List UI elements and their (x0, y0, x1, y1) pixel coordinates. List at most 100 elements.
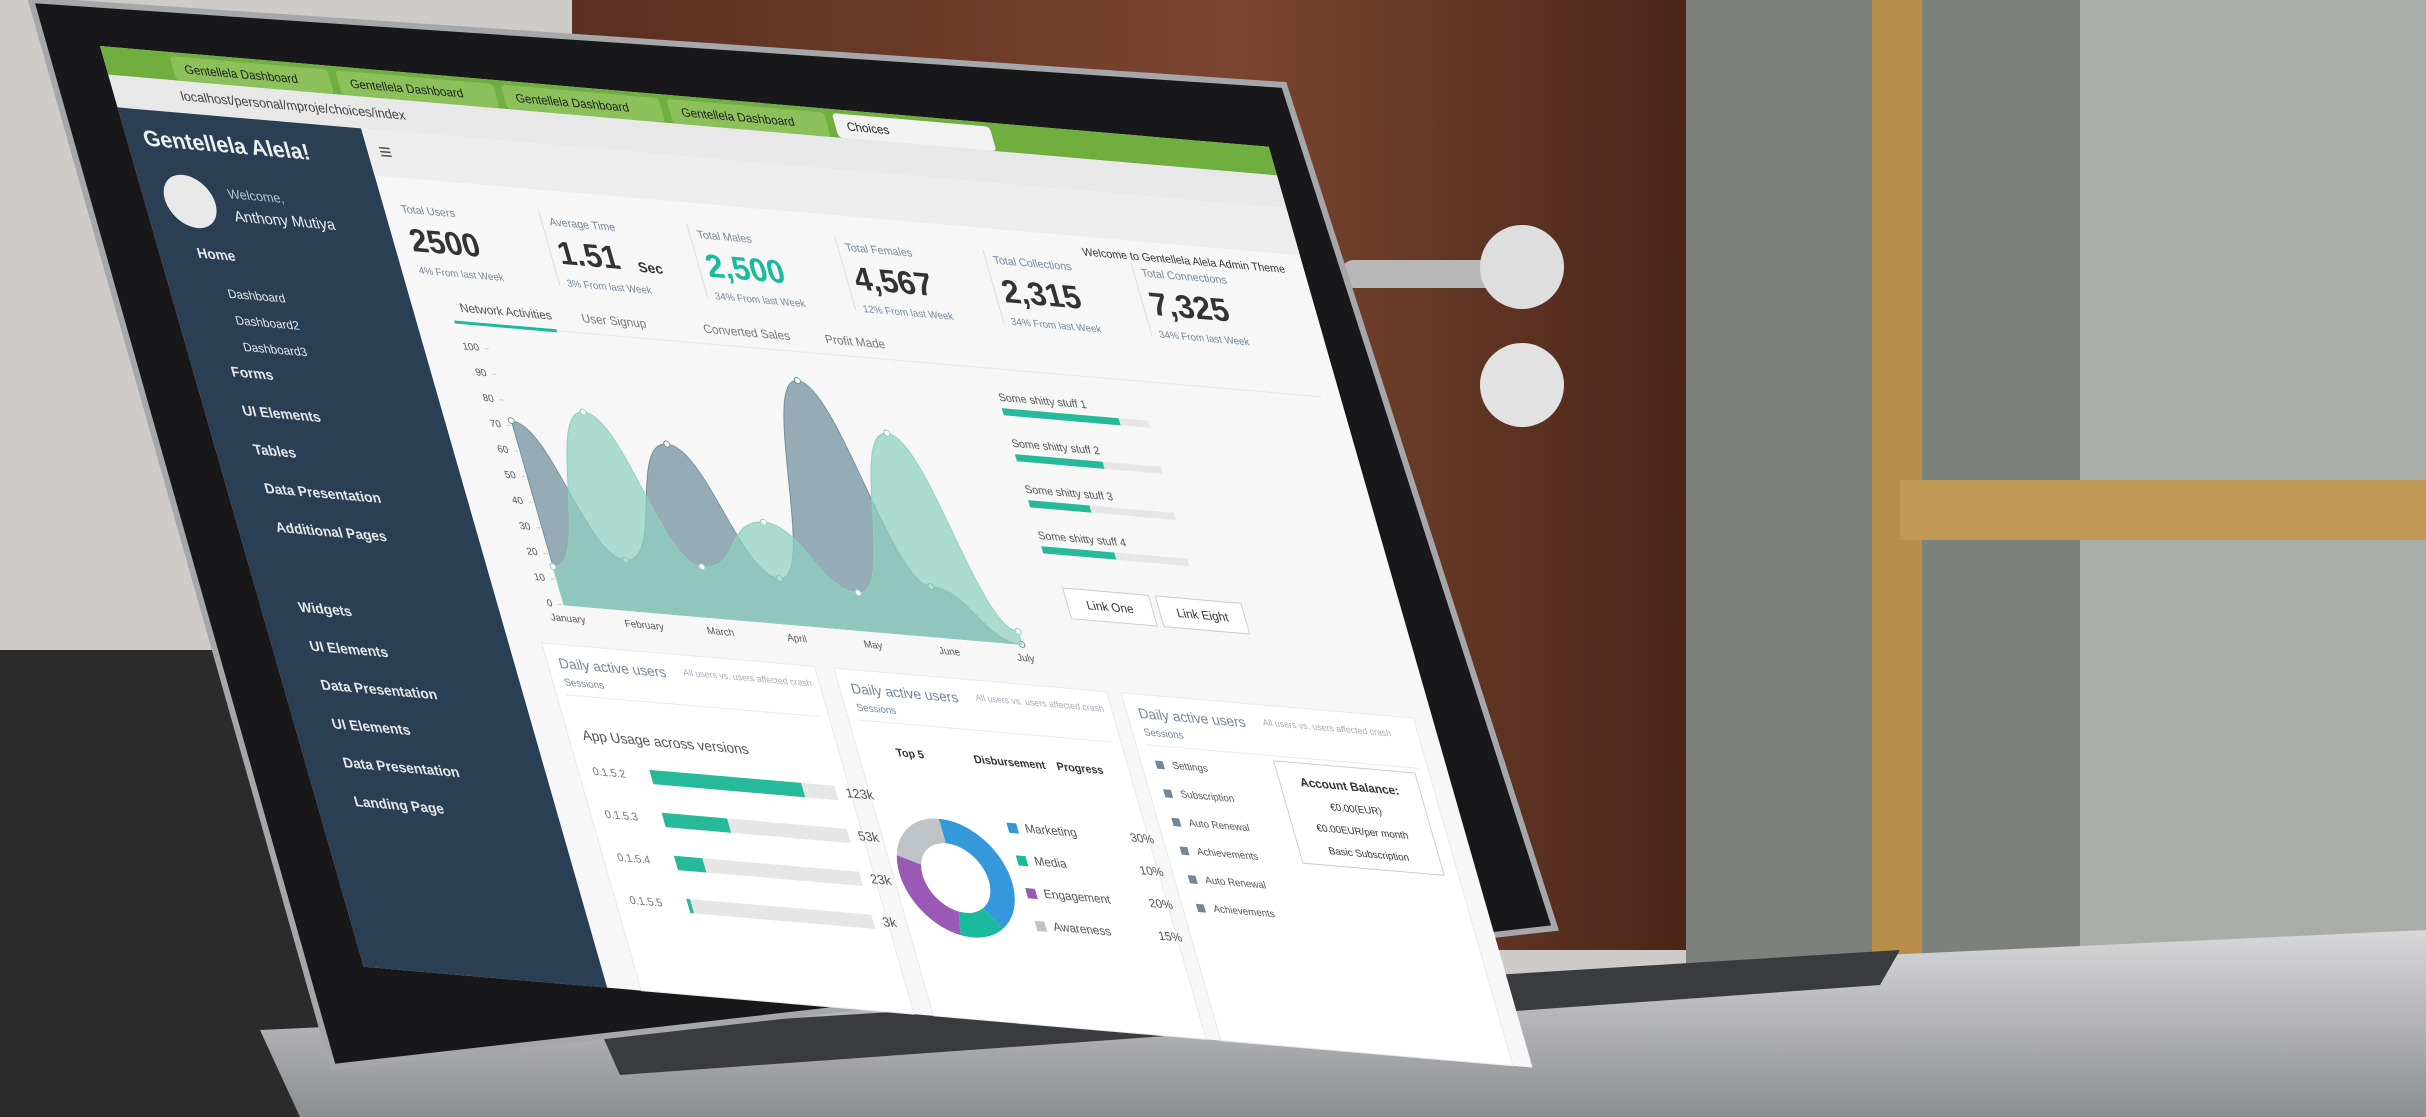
legend-label: Engagement (1042, 887, 1113, 907)
menu-item[interactable]: UI Elements (240, 403, 323, 426)
browser-tab[interactable] (335, 70, 500, 109)
screen: localhost/personal/mproje/choices/index … (100, 46, 1533, 1068)
browser-tab[interactable] (832, 113, 997, 151)
area-point (549, 562, 557, 571)
progress-bar (1028, 500, 1092, 513)
browser-tab[interactable] (501, 84, 666, 123)
x-tick-label: March (706, 626, 736, 639)
panel-note: Sessions (563, 677, 606, 691)
menu-item[interactable]: UI Elements (330, 716, 413, 739)
x-tick-label: June (938, 646, 963, 659)
legend-label: Awareness (1051, 920, 1113, 939)
donut-slice (896, 855, 961, 936)
area-point (698, 563, 706, 571)
legend-label: Media (1033, 854, 1069, 871)
stat-label: Total Males (696, 229, 754, 246)
bar (673, 855, 707, 873)
y-tick-label: 0 (545, 598, 554, 610)
panel (833, 667, 1207, 1040)
menu-item[interactable]: Tables (251, 442, 298, 462)
bar-label: 0.1.5.3 (603, 809, 639, 824)
settings-icon (1163, 789, 1174, 799)
content-tab[interactable]: Profit Made (823, 332, 887, 351)
legend-swatch (1034, 920, 1048, 932)
settings-icon (1195, 903, 1207, 913)
stat-value: 1.51 (553, 234, 624, 276)
legend-swatch (1025, 888, 1038, 900)
legend-label: Marketing (1023, 821, 1078, 839)
x-tick-label: January (549, 612, 588, 626)
legend-swatch (1015, 855, 1029, 867)
area-point (1014, 627, 1022, 636)
menu-item[interactable]: Home (195, 246, 237, 265)
donut-slice (938, 818, 1015, 929)
progress-bar (1014, 454, 1105, 469)
browser-tab-label[interactable]: Choices (845, 120, 891, 138)
area-point (507, 417, 515, 425)
y-tick-label: 90 (474, 367, 488, 379)
settings-item[interactable]: Settings (1171, 761, 1209, 775)
submenu-item[interactable]: Dashboard (226, 287, 287, 306)
avatar (163, 174, 217, 229)
bar-track (673, 855, 864, 887)
sidebar (117, 107, 608, 988)
door-lock (1480, 343, 1564, 427)
panel-note: Sessions (855, 703, 898, 717)
browser-tab[interactable] (169, 56, 334, 94)
bar (686, 898, 695, 914)
y-tick-label: 80 (481, 393, 495, 405)
area-point (854, 589, 862, 597)
menu-item[interactable]: Forms (229, 364, 275, 384)
button-label[interactable]: Link Eight (1175, 606, 1231, 624)
settings-item[interactable]: Subscription (1179, 789, 1236, 805)
y-tick-label: 10 (533, 572, 547, 584)
area-point (579, 408, 587, 416)
stat-value: 2500 (405, 221, 485, 264)
stat-value: 4,567 (849, 259, 938, 303)
value-label: 53k (856, 828, 881, 845)
button[interactable] (1154, 595, 1251, 635)
area-point (883, 429, 891, 437)
panel-rule (1145, 744, 1419, 769)
stat-divider (834, 237, 857, 311)
submenu-item[interactable]: Dashboard2 (234, 313, 302, 333)
welcome: Welcome, (226, 186, 286, 206)
account-balance: €0.00(EUR) (1329, 802, 1384, 817)
menu-item[interactable]: UI Elements (308, 639, 391, 662)
y-tick-label: 50 (503, 470, 517, 482)
submenu-item[interactable]: Dashboard3 (241, 340, 309, 360)
bar-label: 0.1.5.4 (616, 852, 652, 867)
shelf (1900, 480, 2426, 540)
legend-value: 30% (1128, 831, 1155, 847)
settings-icon (1154, 760, 1165, 770)
panel-rule (565, 694, 820, 718)
settings-icon (1171, 817, 1182, 827)
menu-item[interactable]: Widgets (297, 600, 355, 621)
settings-icon (1179, 846, 1190, 856)
address-bar (108, 74, 1287, 209)
bar (661, 812, 732, 833)
stat-divider (538, 211, 561, 286)
browser-tab[interactable] (666, 99, 831, 137)
y-tick-label: 100 (461, 341, 481, 353)
legend-value: 10% (1138, 863, 1165, 879)
settings-icon (1187, 875, 1198, 884)
legend-value: 15% (1156, 929, 1183, 945)
y-tick-label: 30 (518, 521, 532, 533)
button-label[interactable]: Link One (1085, 598, 1136, 616)
stat-divider (1130, 262, 1153, 337)
value-label: 3k (881, 914, 899, 930)
panel-note: Sessions (1143, 727, 1186, 741)
x-tick-label: April (786, 633, 809, 646)
legend-swatch (1006, 822, 1020, 834)
content-tab[interactable]: User Signup (580, 311, 648, 331)
x-tick-label: February (623, 619, 666, 633)
button[interactable] (1062, 587, 1158, 627)
progress-bar (1001, 408, 1121, 426)
donut-slice (896, 818, 947, 866)
stat-unit: Sec (636, 260, 665, 278)
area-point (793, 376, 802, 385)
stat-divider (982, 249, 1005, 324)
